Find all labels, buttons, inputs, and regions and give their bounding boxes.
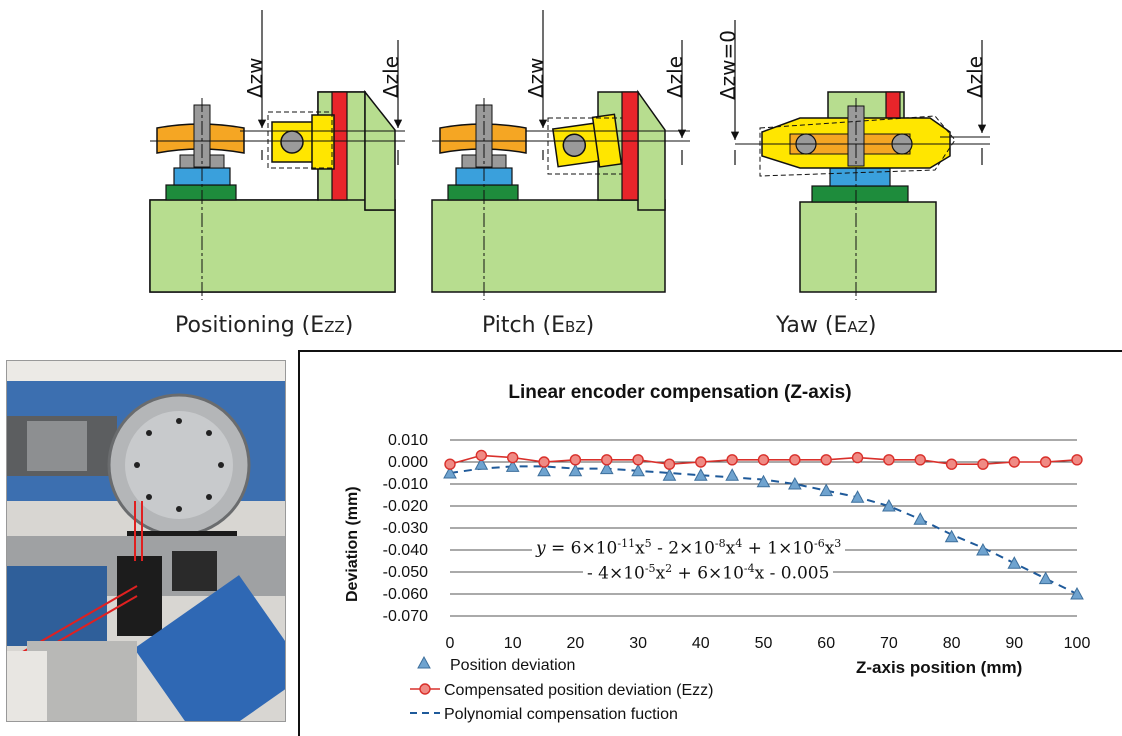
dim-left-label: Δzw=0 (716, 30, 740, 100)
base-plate (811, 185, 909, 203)
positioning-diagram: Δzw Δzle (149, 10, 405, 300)
machine-bed (799, 201, 937, 293)
dim-right-label: Δzle (663, 56, 687, 98)
x-axis-label: Z-axis position (mm) (856, 658, 1023, 677)
equation-line-1: y = 6×10-11x5 - 2×10-8x4 + 1×10-6x3 (532, 537, 846, 559)
machine-photo (6, 360, 286, 722)
yaw-caption: Yaw (EAZ) (776, 313, 877, 338)
dim-right-label: Δzle (963, 56, 987, 98)
base-plate (447, 184, 519, 201)
encoder-scale (621, 91, 639, 201)
equation-line-2: - 4×10-5x2 + 6×10-4x - 0.005 (583, 562, 834, 584)
chart-panel: Linear encoder compensation (Z-axis) (298, 350, 1122, 736)
linear-rail (134, 575, 285, 721)
clamp-block (829, 167, 891, 187)
dim-left-label: Δzw (243, 57, 267, 98)
schematic-diagrams: Δzw Δzle Δzw Δzle (149, 10, 990, 300)
y-axis-label: Deviation (mm) (344, 486, 361, 602)
chart-title: Linear encoder compensation (Z-axis) (508, 382, 852, 403)
positioning-caption: Positioning (EZZ) (175, 313, 354, 338)
base-plate (165, 184, 237, 201)
laser-interferometer (117, 556, 162, 636)
dim-left-label: Δzw (524, 57, 548, 98)
yaw-diagram: Δzw=0 Δzle (716, 20, 990, 300)
pitch-diagram: Δzw Δzle (431, 10, 690, 300)
pitch-caption: Pitch (EBZ) (482, 313, 595, 338)
dim-right-label: Δzle (379, 56, 403, 98)
